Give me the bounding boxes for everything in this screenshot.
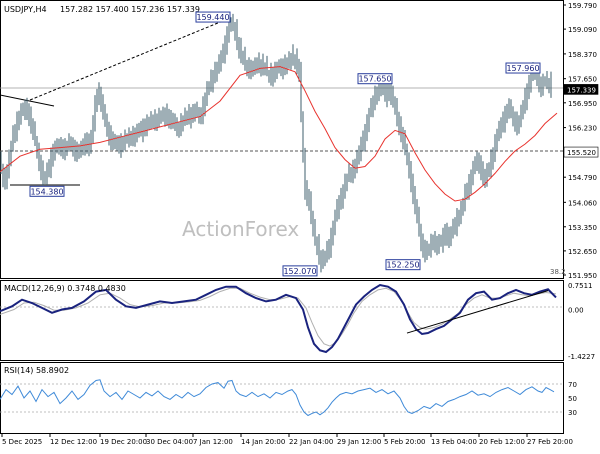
price-tag: 157.339 <box>563 84 599 95</box>
swing-label: 152.070 <box>282 265 318 277</box>
price-candles <box>0 13 552 273</box>
swing-label-text: 154.380 <box>30 187 63 196</box>
swing-labels: 159.440 157.650 157.960 154.380 152.070 152.2… <box>29 11 541 277</box>
rsi-tick-label: 70 <box>568 381 577 389</box>
price-tick-label: 154.790 <box>568 174 597 182</box>
price-tick-label: 156.230 <box>568 125 597 133</box>
time-tick-label: 22 Jan 04:00 <box>289 438 333 446</box>
rsi-panel-frame <box>0 362 564 434</box>
time-tick-label: 13 Feb 04:00 <box>431 438 477 446</box>
macd-tick-label: 0.00 <box>568 307 584 315</box>
watermark-text: ActionForex <box>182 217 299 241</box>
macd-tick-label: 0.7511 <box>568 282 593 290</box>
dashed-trendline <box>29 17 231 101</box>
price-tick-label: 158.370 <box>568 51 597 59</box>
swing-label: 157.650 <box>357 73 393 85</box>
time-tick-label: 5 Dec 2025 <box>2 438 42 446</box>
rsi-line <box>0 379 555 417</box>
main-panel-header: USDJPY,H4 157.282 157.400 157.236 157.33… <box>4 5 200 14</box>
price-tick-label: 152.650 <box>568 248 597 256</box>
time-tick-label: 5 Feb 20:00 <box>384 438 425 446</box>
moving-average-line <box>0 66 558 202</box>
macd-signal-line <box>0 287 557 347</box>
swing-label-text: 157.650 <box>358 75 391 84</box>
swing-label-text: 152.250 <box>386 261 419 270</box>
time-tick-label: 27 Feb 20:00 <box>527 438 573 446</box>
swing-label-text: 152.070 <box>283 267 316 276</box>
main-chart-title: USDJPY,H4 <box>4 5 47 14</box>
swing-label-text: 159.440 <box>196 13 229 22</box>
price-tick-label: 154.060 <box>568 199 597 207</box>
ohlc-values: 157.282 157.400 157.236 157.339 <box>60 5 200 14</box>
time-tick-label: 30 Dec 04:00 <box>146 438 193 446</box>
macd-panel-frame <box>0 280 564 361</box>
rsi-axis: 70 50 30 <box>568 381 577 417</box>
time-tick-label: 7 Jan 12:00 <box>193 438 233 446</box>
price-tag-text: 157.339 <box>567 86 596 94</box>
price-tick-label: 153.350 <box>568 224 597 232</box>
price-tag-text: 155.520 <box>567 149 596 157</box>
price-tick-label: 151.950 <box>568 272 597 280</box>
time-tick-label: 19 Dec 20:00 <box>100 438 147 446</box>
price-tick-label: 156.950 <box>568 100 597 108</box>
time-tick-label: 20 Feb 12:00 <box>479 438 525 446</box>
price-tick-label: 157.650 <box>568 76 597 84</box>
main-panel-frame <box>0 0 564 279</box>
fib-level-label: 38.2 <box>550 268 566 276</box>
price-tag: 155.520 <box>563 146 599 158</box>
swing-label-text: 157.960 <box>506 64 539 73</box>
macd-trendline <box>406 290 549 334</box>
time-tick-label: 29 Jan 12:00 <box>337 438 381 446</box>
swing-label: 157.960 <box>505 62 541 74</box>
time-tick-label: 12 Dec 12:00 <box>50 438 97 446</box>
rsi-tick-label: 30 <box>568 409 577 417</box>
swing-label: 154.380 <box>29 185 65 197</box>
price-tags: 157.339 155.520 <box>563 84 599 158</box>
macd-line <box>0 283 557 354</box>
macd-title: MACD(12,26,9) 0.3748 0.4830 <box>4 284 126 293</box>
macd-tick-label: -1.4227 <box>568 353 595 361</box>
rsi-tick-label: 50 <box>568 395 577 403</box>
price-tick-label: 159.090 <box>568 26 597 34</box>
time-tick-label: 14 Jan 20:00 <box>241 438 285 446</box>
swing-label: 159.440 <box>195 11 231 23</box>
rsi-title: RSI(14) 58.8902 <box>4 366 69 375</box>
swing-label: 152.250 <box>385 259 421 271</box>
price-axis: 159.790 159.090 158.370 157.650 156.950 156.2… <box>563 2 597 280</box>
macd-axis: 0.7511 0.00 -1.4227 <box>568 282 595 361</box>
price-tick-label: 159.790 <box>568 2 597 10</box>
